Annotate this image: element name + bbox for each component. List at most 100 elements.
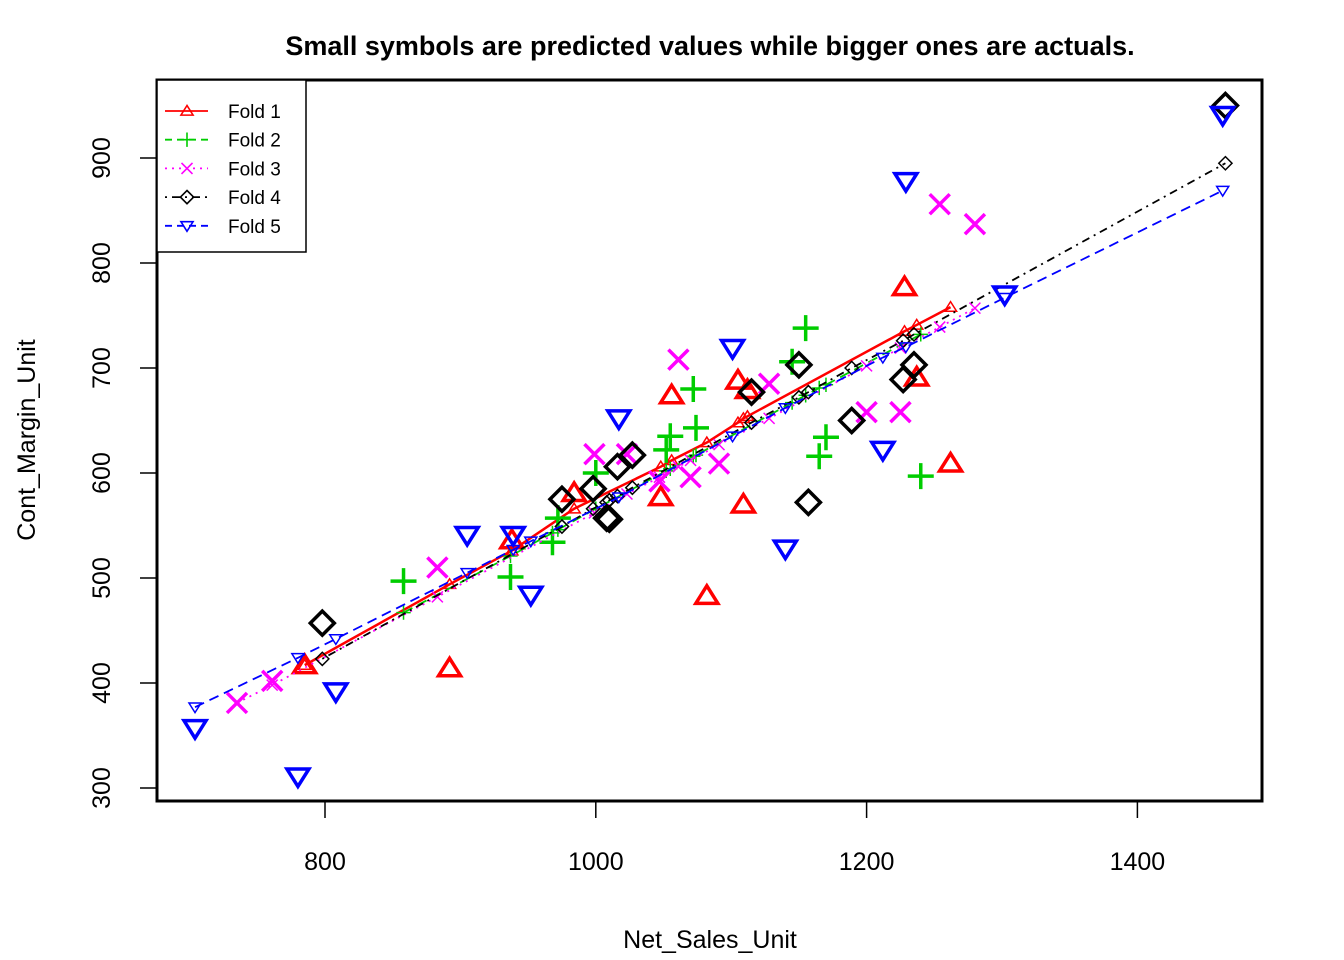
actual-point xyxy=(497,563,524,590)
predicted-point xyxy=(686,449,701,464)
legend-label: Fold 4 xyxy=(228,188,281,209)
actual-point xyxy=(516,585,545,609)
legend-symbol xyxy=(180,162,194,175)
legend-label: Fold 1 xyxy=(228,102,281,123)
actual-point xyxy=(806,443,833,470)
actual-point xyxy=(646,483,675,507)
legend: Fold 1 Fold 2 Fold 3 Fold 4 Fold 5 xyxy=(156,79,307,253)
predicted-point xyxy=(791,389,807,406)
series-3 xyxy=(225,192,987,715)
predicted-point xyxy=(297,658,313,671)
predicted-point xyxy=(875,352,891,365)
actual-point xyxy=(793,487,823,517)
predicted-point xyxy=(611,492,627,505)
actual-point xyxy=(290,651,319,675)
actual-point xyxy=(679,465,702,489)
predicted-point xyxy=(906,326,922,343)
actual-point xyxy=(426,556,449,579)
predicted-point xyxy=(459,567,475,580)
predicted-point xyxy=(1217,155,1234,171)
actual-point xyxy=(667,348,690,371)
y-axis-label: Cont_Margin_Unit xyxy=(13,339,41,541)
actual-point xyxy=(390,568,417,595)
actual-point xyxy=(692,582,721,606)
actual-point xyxy=(578,474,608,504)
legend-symbol xyxy=(179,103,195,116)
legend-label: Fold 2 xyxy=(228,131,281,152)
actual-point xyxy=(707,452,731,475)
actual-point xyxy=(648,470,671,493)
predicted-point xyxy=(699,435,715,448)
predicted-point xyxy=(712,438,726,451)
actual-point xyxy=(657,382,686,405)
predicted-point xyxy=(554,518,570,535)
actual-point xyxy=(682,414,709,441)
predicted-point xyxy=(653,471,666,484)
actual-point xyxy=(784,350,814,380)
predicted-point xyxy=(743,414,760,431)
y-tick-label: 400 xyxy=(88,662,116,704)
predicted-point xyxy=(898,342,914,354)
y-tick-label: 600 xyxy=(88,452,116,494)
plot-area xyxy=(180,91,1240,790)
actual-point xyxy=(723,367,753,390)
plot-frame xyxy=(155,78,1264,803)
predicted-point xyxy=(396,605,411,620)
predicted-point xyxy=(504,543,520,556)
predicted-point xyxy=(1215,185,1231,198)
predicted-point xyxy=(933,321,946,334)
actual-point xyxy=(990,285,1019,308)
actual-point xyxy=(963,212,987,236)
actual-point xyxy=(539,529,566,556)
actual-point xyxy=(225,691,249,715)
actual-point xyxy=(1208,105,1237,129)
predicted-point xyxy=(187,702,203,715)
x-tick-label: 1400 xyxy=(1110,848,1166,876)
predicted-point xyxy=(585,501,601,517)
actual-point xyxy=(928,192,951,216)
predicted-point xyxy=(943,300,958,312)
actual-point xyxy=(583,442,606,466)
actual-point xyxy=(604,409,633,432)
predicted-point xyxy=(266,679,279,692)
actual-point xyxy=(180,718,210,742)
actual-point xyxy=(499,525,528,549)
actual-point xyxy=(936,450,965,473)
actual-point xyxy=(868,440,898,464)
x-axis: 800 1000 1200 1400 xyxy=(304,801,1165,876)
legend-symbol xyxy=(179,220,195,233)
series-5 xyxy=(180,105,1237,790)
y-tick-label: 700 xyxy=(88,347,116,389)
actual-point xyxy=(680,376,707,402)
predicted-point xyxy=(664,453,680,466)
actual-point xyxy=(837,406,867,435)
predicted-point xyxy=(777,403,793,415)
predicted-point xyxy=(909,318,925,330)
x-tick-label: 1000 xyxy=(568,848,624,876)
prediction-line xyxy=(321,162,1226,660)
actual-point xyxy=(283,767,313,790)
predicted-point xyxy=(800,384,817,400)
predicted-point xyxy=(566,501,582,514)
actual-point xyxy=(889,400,912,424)
predicted-point xyxy=(735,411,751,424)
actual-point xyxy=(888,365,918,395)
y-tick-label: 900 xyxy=(88,137,116,179)
actual-point xyxy=(435,655,464,678)
legend-symbol xyxy=(179,132,195,147)
predicted-point xyxy=(624,480,641,496)
actual-point xyxy=(792,315,819,342)
legend-label: Fold 3 xyxy=(228,159,281,180)
actual-point xyxy=(653,436,680,463)
chart-title: Small symbols are predicted values while… xyxy=(285,31,1134,61)
actual-point xyxy=(260,669,284,693)
actual-point xyxy=(657,423,684,450)
actual-point xyxy=(321,682,350,705)
predicted-point xyxy=(431,590,444,603)
series-4 xyxy=(307,91,1240,667)
predicted-point xyxy=(314,651,330,667)
actual-point xyxy=(615,442,639,466)
predicted-point xyxy=(968,302,981,315)
legend-symbol xyxy=(179,189,195,205)
actual-point xyxy=(891,171,921,195)
